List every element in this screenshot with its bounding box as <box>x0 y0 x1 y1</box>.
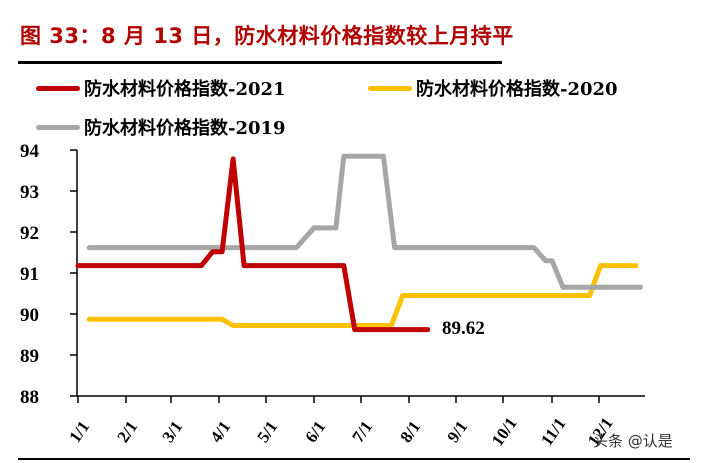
last-value-annotation: 89.62 <box>442 318 485 339</box>
legend-label-2021: 防水材料价格指数-2021 <box>84 79 286 100</box>
series-line-2019 <box>86 153 643 290</box>
y-tick-label: 93 <box>20 182 39 203</box>
legend-item-2020: 防水材料价格指数-2020 <box>368 75 618 101</box>
y-tick-label: 91 <box>20 264 39 285</box>
title-divider <box>18 61 502 64</box>
legend-swatch-2020 <box>368 85 412 91</box>
y-tick-label: 94 <box>20 141 40 162</box>
y-tick-label: 92 <box>20 223 39 244</box>
legend-item-2019: 防水材料价格指数-2019 <box>36 114 286 140</box>
x-tick-label: 5/1 <box>253 417 281 446</box>
x-tick-label: 10/1 <box>488 414 521 450</box>
x-tick-label: 4/1 <box>206 417 234 446</box>
y-tick-label: 89 <box>20 346 39 367</box>
series-lines <box>75 153 643 333</box>
series-line-2021 <box>75 156 431 333</box>
y-axis: 88 89 90 91 92 93 94 <box>20 141 78 408</box>
x-axis: 1/1 2/1 3/1 4/1 5/1 6/1 7/1 8/1 9/1 10/1 11/1 12/1 <box>65 395 645 450</box>
series-line-2020 <box>86 263 639 328</box>
x-tick-label: 11/1 <box>537 414 569 449</box>
x-tick-label: 9/1 <box>443 417 471 446</box>
x-tick-label: 8/1 <box>396 417 424 446</box>
legend-swatch-2019 <box>36 124 80 130</box>
legend-label-2019: 防水材料价格指数-2019 <box>84 118 286 139</box>
legend-item-2021: 防水材料价格指数-2021 <box>36 75 286 101</box>
x-tick-label: 3/1 <box>158 417 186 446</box>
bottom-divider <box>18 458 690 460</box>
x-tick-label: 6/1 <box>301 417 329 446</box>
x-tick-label: 7/1 <box>348 417 376 446</box>
y-tick-label: 88 <box>20 387 39 408</box>
chart-title: 图 33：8 月 13 日，防水材料价格指数较上月持平 <box>20 24 514 48</box>
legend-label-2020: 防水材料价格指数-2020 <box>416 79 618 100</box>
x-tick-label: 1/1 <box>65 417 93 446</box>
y-tick-label: 90 <box>20 305 39 326</box>
watermark: 头条 @认是 <box>593 432 673 450</box>
x-tick-label: 2/1 <box>113 417 141 446</box>
legend-swatch-2021 <box>36 85 80 91</box>
